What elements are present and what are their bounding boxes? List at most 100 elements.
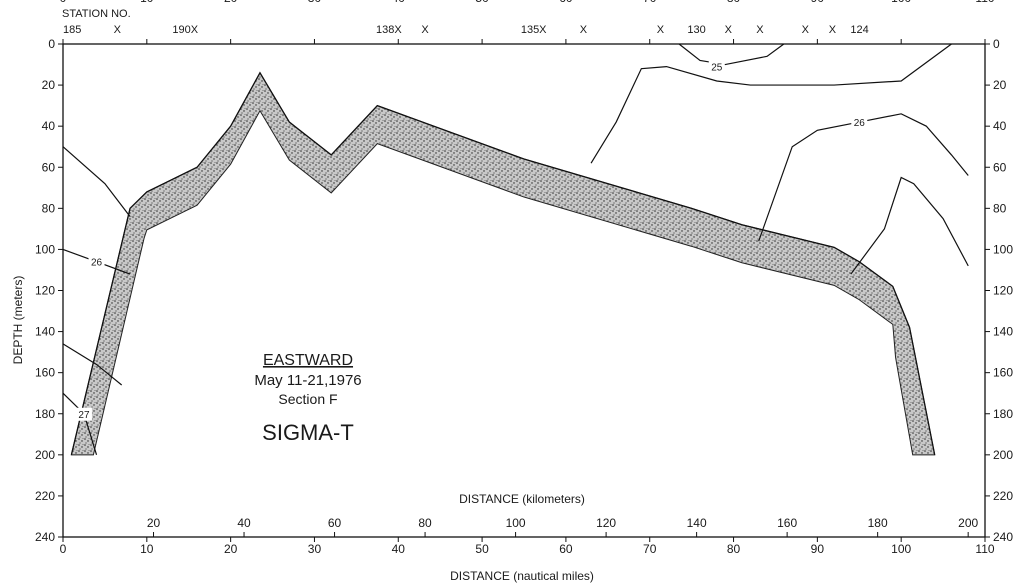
nmi-tick-label: 50 [475, 542, 489, 556]
right-depth-label: 60 [993, 160, 1007, 174]
top-tick-label: 90 [811, 0, 825, 5]
right-depth-label: 200 [993, 448, 1013, 462]
contour-label-bg [75, 407, 92, 421]
right-depth-label: 20 [993, 78, 1007, 92]
contour-lines-layer [62, 43, 969, 456]
left-depth-label: 180 [35, 407, 55, 421]
station-label: X [802, 24, 810, 36]
contour-label: 27 [78, 410, 90, 421]
right-depth-ticks-layer: 0 20 40 60 80 100 120 140 160 180 200 220 240 [985, 37, 1013, 544]
contour-label: 25 [711, 63, 723, 74]
station-label: 185 [63, 24, 81, 36]
y-axis-title: DEPTH (meters) [11, 276, 25, 365]
contour-line [590, 43, 952, 164]
top-tick-label: 60 [559, 0, 573, 5]
contour-line [678, 43, 785, 66]
left-depth-label: 0 [48, 37, 55, 51]
left-depth-label: 240 [35, 530, 55, 544]
right-depth-label: 40 [993, 119, 1007, 133]
station-label: X [421, 24, 429, 36]
contour-line [62, 343, 123, 386]
station-label: 138X [376, 24, 402, 36]
nmi-tick-label: 80 [727, 542, 741, 556]
left-depth-label: 140 [35, 325, 55, 339]
top-tick-label: 20 [224, 0, 238, 5]
top-tick-label: 10 [140, 0, 154, 5]
top-km-ticks-layer: 0 10 20 30 40 50 60 70 80 90 100 110 [60, 0, 995, 44]
km-tick-label: 100 [506, 516, 526, 530]
station-label: 190X [172, 24, 198, 36]
left-depth-label: 120 [35, 284, 55, 298]
nmi-tick-label: 30 [308, 542, 322, 556]
station-label: X [725, 24, 733, 36]
station-markers-layer: 185 X 190X 138X X 135X X X 130 X X X X 124 [63, 24, 869, 36]
left-depth-label: 220 [35, 489, 55, 503]
contour-label-bg [851, 116, 868, 130]
nmi-tick-label: 40 [392, 542, 406, 556]
km-tick-label: 60 [328, 516, 342, 530]
right-depth-label: 240 [993, 530, 1013, 544]
left-depth-label: 20 [42, 78, 56, 92]
contour-label: 26 [854, 118, 866, 129]
sea-floor-surface-line [70, 71, 936, 455]
right-depth-label: 160 [993, 366, 1013, 380]
nmi-tick-label: 0 [60, 542, 67, 556]
left-depth-label: 200 [35, 448, 55, 462]
station-label: X [114, 24, 122, 36]
left-depth-label: 80 [42, 201, 56, 215]
nmi-tick-label: 10 [140, 542, 154, 556]
station-label: 135X [521, 24, 547, 36]
contour-label: 26 [91, 258, 103, 269]
contour-labels-layer: 25 26 26 27 [75, 60, 868, 421]
top-tick-label: 30 [308, 0, 322, 5]
left-depth-label: 40 [42, 119, 56, 133]
right-depth-label: 120 [993, 284, 1013, 298]
sea-floor-band-layer [70, 71, 936, 456]
km-tick-label: 200 [958, 516, 978, 530]
nmi-tick-label: 60 [559, 542, 573, 556]
nmi-axis-ticks-layer: 0 10 20 30 40 50 60 70 80 90 100 110 [60, 537, 995, 556]
nmi-axis-title: DISTANCE (nautical miles) [450, 569, 594, 583]
left-depth-label: 60 [42, 160, 56, 174]
contour-label-bg [88, 255, 105, 269]
right-depth-label: 180 [993, 407, 1013, 421]
station-label: X [756, 24, 764, 36]
km-tick-label: 160 [777, 516, 797, 530]
top-tick-label: 110 [975, 0, 994, 5]
right-depth-label: 220 [993, 489, 1013, 503]
annotation-dates: May 11-21,1976 [254, 372, 361, 389]
station-label: X [580, 24, 588, 36]
section-annotation: EASTWARD May 11-21,1976 Section F SIGMA-… [254, 352, 361, 445]
km-tick-label: 140 [687, 516, 707, 530]
sea-floor-band [70, 71, 936, 456]
nmi-tick-label: 110 [975, 542, 994, 556]
station-label: X [829, 24, 837, 36]
left-depth-label: 100 [35, 242, 55, 256]
annotation-heading: EASTWARD [263, 352, 353, 369]
km-tick-label: 120 [596, 516, 616, 530]
top-tick-label: 0 [60, 0, 67, 5]
km-tick-label: 40 [237, 516, 251, 530]
station-label: X [657, 24, 665, 36]
nmi-tick-label: 100 [891, 542, 911, 556]
annotation-parameter: SIGMA-T [262, 420, 354, 445]
contour-line [850, 176, 969, 275]
annotation-section: Section F [278, 391, 337, 407]
left-depth-label: 160 [35, 366, 55, 380]
top-tick-label: 40 [392, 0, 406, 5]
contour-line [62, 146, 131, 217]
top-tick-label: 70 [643, 0, 657, 5]
km-tick-label: 20 [147, 516, 161, 530]
nmi-tick-label: 20 [224, 542, 238, 556]
km-axis-title: DISTANCE (kilometers) [459, 492, 585, 506]
nmi-tick-label: 70 [643, 542, 657, 556]
top-tick-label: 50 [475, 0, 489, 5]
right-depth-label: 80 [993, 201, 1007, 215]
contour-line [758, 113, 969, 242]
km-tick-label: 80 [418, 516, 432, 530]
contour-label-bg [708, 60, 725, 74]
station-axis-label: STATION NO. [62, 8, 131, 20]
station-label: 124 [850, 24, 868, 36]
top-tick-label: 100 [891, 0, 911, 5]
